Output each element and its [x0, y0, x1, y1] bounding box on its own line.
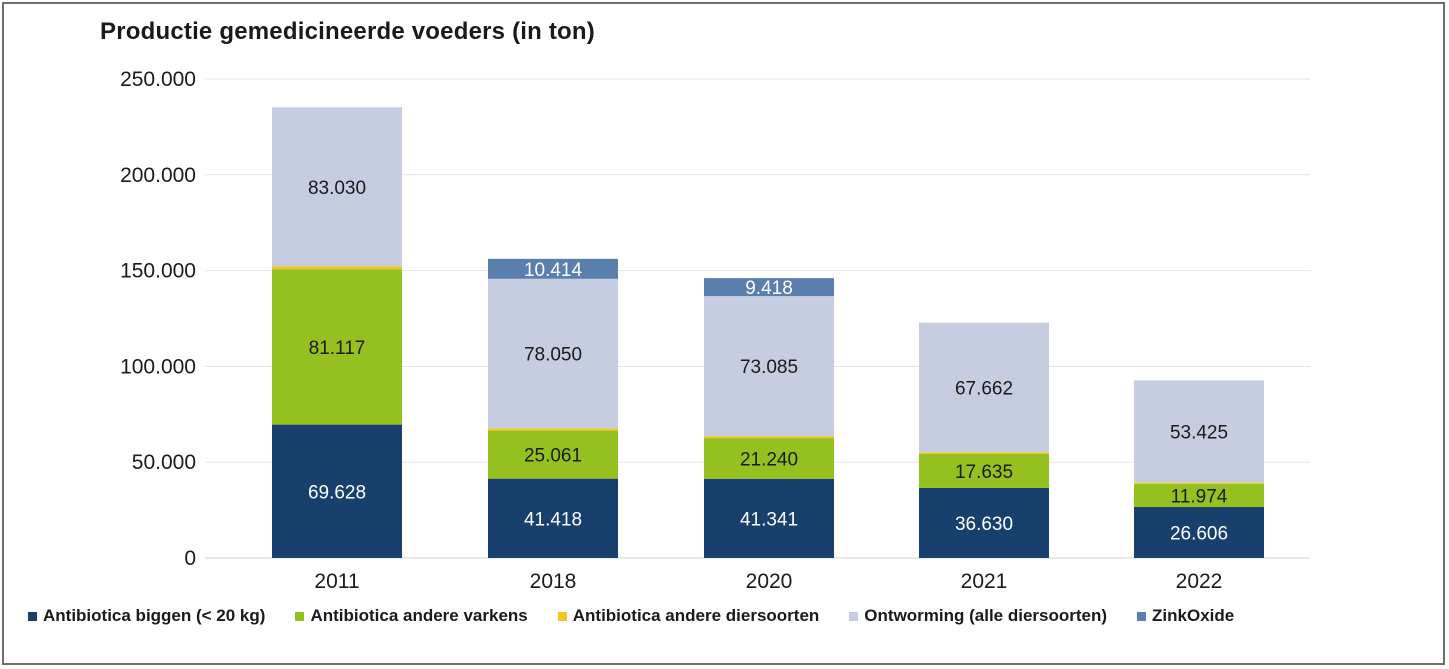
legend-item: ZinkOxide [1137, 606, 1234, 626]
bar-segment [1134, 484, 1264, 508]
legend-swatch [849, 611, 859, 621]
bar-segment [704, 278, 834, 297]
bar-segment [704, 436, 834, 439]
legend-label: Antibiotica andere varkens [310, 606, 528, 625]
y-tick-label: 150.000 [120, 260, 196, 283]
bar-segment [704, 438, 834, 479]
legend-swatch [1137, 611, 1147, 621]
y-tick-label: 50.000 [132, 451, 196, 474]
data-label: 53.425 [1170, 423, 1228, 444]
bar-segment [272, 107, 402, 267]
bar-segment [1134, 380, 1264, 483]
data-label: 83.030 [308, 178, 366, 199]
y-tick-label: 250.000 [120, 68, 196, 91]
bar-segment [272, 266, 402, 270]
bar-segment [488, 278, 618, 429]
legend-label: Antibiotica biggen (< 20 kg) [43, 606, 266, 625]
data-label: 11.974 [1171, 487, 1228, 508]
bar-segment [704, 478, 834, 558]
x-tick-label: 2011 [314, 570, 359, 593]
data-label: 25.061 [524, 446, 582, 467]
data-label: 78.050 [524, 345, 582, 366]
bar-segment [1134, 482, 1264, 485]
data-label: 9.418 [745, 278, 793, 299]
legend-label: ZinkOxide [1152, 606, 1235, 625]
chart-title: Productie gemedicineerde voeders (in ton… [100, 18, 595, 45]
y-tick-label: 100.000 [120, 355, 196, 378]
bar-segment [919, 322, 1049, 453]
bar-segment [488, 428, 618, 431]
data-label: 41.341 [740, 509, 798, 530]
data-label: 26.606 [1170, 524, 1228, 545]
bar-segment [1134, 507, 1264, 558]
bar-segment [488, 430, 618, 479]
bar-segment [272, 269, 402, 425]
y-tick-label: 0 [184, 547, 196, 570]
bar-segment [704, 296, 834, 437]
data-label: 36.630 [955, 514, 1013, 535]
data-label: 69.628 [308, 482, 366, 503]
legend-swatch [295, 611, 305, 621]
x-tick-label: 2021 [961, 570, 1008, 593]
data-label: 17.635 [955, 462, 1013, 483]
legend: Antibiotica biggen (< 20 kg) Antibiotica … [28, 606, 1234, 626]
x-tick-label: 2020 [746, 570, 793, 593]
y-tick-label: 200.000 [120, 164, 196, 187]
bar-segment [272, 424, 402, 558]
bar-segment [919, 454, 1049, 488]
data-label: 21.240 [740, 449, 798, 470]
legend-label: Ontworming (alle diersoorten) [864, 606, 1108, 625]
data-label: 81.117 [309, 338, 366, 359]
data-label: 67.662 [955, 378, 1013, 399]
legend-label: Antibiotica andere diersoorten [572, 606, 820, 625]
legend-item: Ontworming (alle diersoorten) [849, 606, 1107, 626]
legend-swatch [28, 611, 37, 621]
bar-segment [488, 258, 618, 279]
x-tick-label: 2022 [1176, 570, 1223, 593]
legend-item: Antibiotica andere diersoorten [557, 606, 820, 626]
legend-item: Antibiotica biggen (< 20 kg) [28, 606, 265, 626]
bar-segment [919, 487, 1049, 558]
data-label: 41.418 [524, 509, 582, 530]
legend-item: Antibiotica andere varkens [295, 606, 528, 626]
data-label: 10.414 [524, 260, 583, 281]
bar-segment [919, 452, 1049, 455]
bar-segment [488, 478, 618, 558]
data-label: 73.085 [740, 357, 798, 378]
x-tick-label: 2018 [530, 570, 577, 593]
legend-swatch [557, 611, 567, 621]
